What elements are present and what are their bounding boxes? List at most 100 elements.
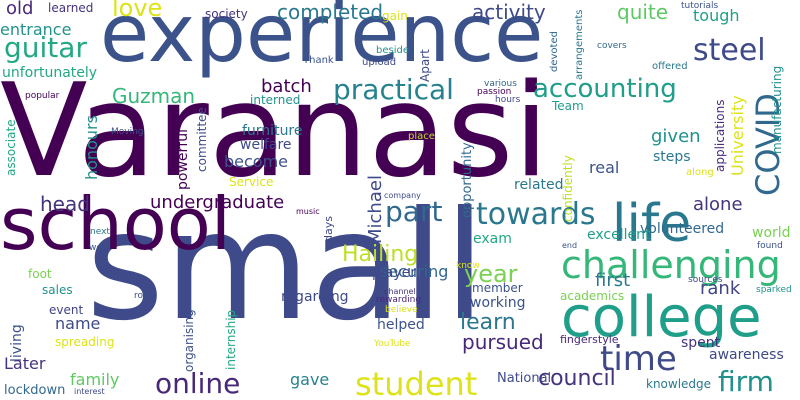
word-knowledge: knowledge <box>646 377 712 391</box>
word-along: along <box>686 167 714 178</box>
word-manufacturing: manufacturing <box>770 65 784 154</box>
word-excellent: excellent <box>587 227 651 243</box>
word-varanasi: Varanasi <box>0 57 549 206</box>
word-interest: interest <box>74 387 105 396</box>
word-become: become <box>224 152 289 171</box>
word-music: music <box>296 207 320 216</box>
word-associate: associate <box>4 119 18 176</box>
word-university: University <box>728 95 747 176</box>
word-believe: believe <box>385 305 418 315</box>
word-volunteered: volunteered <box>640 221 725 237</box>
word-student: student <box>355 365 478 400</box>
word-service: Service <box>229 175 274 189</box>
word-rank: rank <box>700 278 741 299</box>
word-college: college <box>561 285 762 350</box>
word-online: online <box>155 367 241 400</box>
word-tough: tough <box>693 6 740 25</box>
word-sales: sales <box>42 283 73 297</box>
word-small: small <box>86 180 486 354</box>
word-securing: securing <box>380 262 449 281</box>
word-working: working <box>470 295 526 311</box>
word-youtube: YouTube <box>374 339 411 349</box>
word-interned: interned <box>250 93 301 107</box>
word-life: life <box>612 194 692 254</box>
word-towards: towards <box>476 197 596 232</box>
word-sources: sources <box>688 275 723 285</box>
word-first: first <box>595 270 631 291</box>
word-helped: helped <box>377 317 425 333</box>
word-furniture: furniture <box>242 123 303 139</box>
word-gain: gain <box>382 9 408 23</box>
word-found: found <box>757 241 783 251</box>
word-place: place <box>408 131 435 142</box>
word-batch: batch <box>261 76 312 97</box>
word-rewarding: rewarding <box>376 295 422 305</box>
word-welfare: welfare <box>240 137 292 153</box>
word-later: Later <box>4 354 46 373</box>
word-name: name <box>55 314 101 333</box>
word-popular: popular <box>25 91 60 101</box>
word-council: council <box>538 366 616 391</box>
word-gave: gave <box>290 370 330 389</box>
word-hailing: Hailing <box>342 242 419 267</box>
word-days: days <box>322 216 335 242</box>
word-related: related <box>514 177 564 193</box>
word-moving: Moving <box>111 127 144 137</box>
word-know: know <box>456 261 480 271</box>
word-learned: learned <box>48 1 94 15</box>
word-old: old <box>6 0 34 19</box>
word-lockdown: lockdown <box>4 383 66 398</box>
word-learn: learn <box>460 310 516 335</box>
word-pursued: pursued <box>462 330 544 354</box>
word-guzman: Guzman <box>112 84 196 108</box>
word-various: various <box>484 79 517 89</box>
word-committee: committee <box>195 107 209 172</box>
word-academics: academics <box>560 289 625 303</box>
word-guitar: guitar <box>4 31 87 64</box>
word-spreading: spreading <box>55 335 115 349</box>
word-covers: covers <box>597 41 627 51</box>
word-practical: practical <box>333 73 454 106</box>
word-beside: beside <box>376 45 409 56</box>
word-opportunity: opportunity <box>460 142 475 218</box>
word-completed: completed <box>277 0 384 24</box>
word-tutorials: tutorials <box>681 1 719 11</box>
word-quite: quite <box>617 0 669 24</box>
word-steel: steel <box>693 33 766 68</box>
word-firm: firm <box>718 365 774 398</box>
word-internship: internship <box>224 309 238 370</box>
word-year: year <box>464 260 518 288</box>
word-head: head <box>40 192 90 216</box>
word-accounting: accounting <box>533 74 677 104</box>
word-end: end <box>562 241 578 250</box>
word-event: event <box>49 303 84 317</box>
word-society: society <box>205 7 248 21</box>
word-foot: foot <box>28 267 52 281</box>
word-next: next <box>90 227 110 237</box>
word-school: school <box>0 182 231 266</box>
word-family: family <box>70 370 120 389</box>
word-channel: channel <box>384 287 416 296</box>
word-player: player <box>372 265 417 281</box>
word-apart: Apart <box>418 49 432 82</box>
word-team: Team <box>552 99 584 113</box>
word-applications: applications <box>713 99 727 172</box>
word-spent: spent <box>681 335 721 351</box>
word-national: National <box>497 371 552 386</box>
word-awareness: awareness <box>709 347 784 363</box>
word-confidently: confidently <box>561 155 575 222</box>
word-time: time <box>600 339 677 379</box>
word-challenging: challenging <box>561 243 781 287</box>
word-sparked: sparked <box>756 285 792 295</box>
word-regarding: regarding <box>281 289 349 305</box>
word-given: given <box>651 126 701 147</box>
word-entrance: entrance <box>0 20 72 39</box>
word-organising: organising <box>182 309 196 372</box>
word-part: part <box>385 195 443 228</box>
word-alone: alone <box>693 194 743 215</box>
word-passion: passion <box>477 87 512 97</box>
word-devoted: devoted <box>549 31 560 72</box>
word-undergraduate: undergraduate <box>150 192 285 213</box>
word-role: role <box>134 291 152 301</box>
